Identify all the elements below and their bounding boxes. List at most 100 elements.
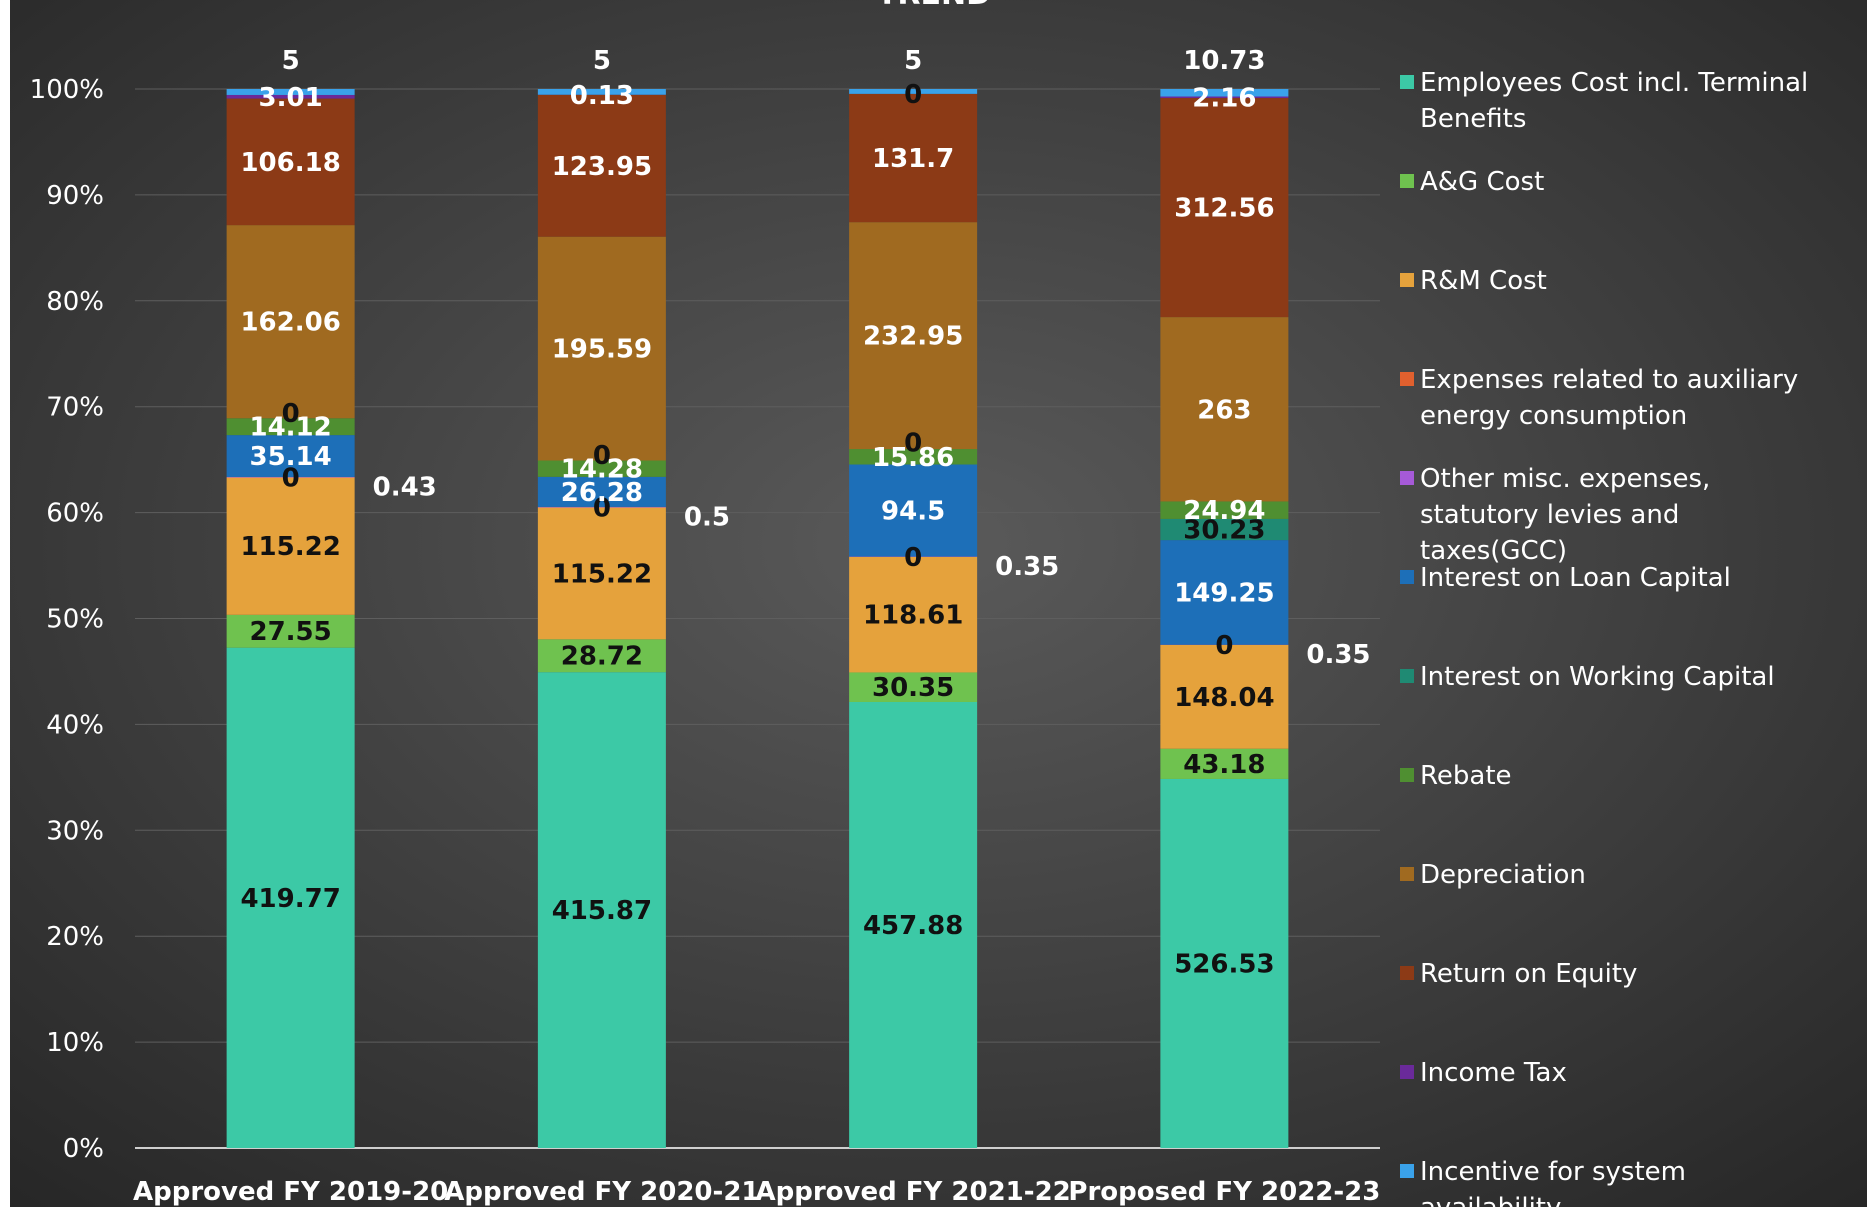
y-axis: 0% 10% 20% 30% 40% 50% 60% 70% 80% 90% 100% <box>30 75 104 1164</box>
legend-line: Interest on Loan Capital <box>1420 563 1731 593</box>
data-label: 27.55 <box>250 617 332 647</box>
legend-line: Return on Equity <box>1420 959 1637 989</box>
data-label: 148.04 <box>1174 683 1274 713</box>
bar-segment <box>537 236 666 461</box>
legend-entry: A&G Cost <box>1420 167 1544 197</box>
bar-segment <box>537 460 666 477</box>
bar-segment <box>849 449 978 465</box>
bar-segment <box>849 556 978 673</box>
bars <box>226 89 1289 1148</box>
data-label: 123.95 <box>552 152 652 182</box>
bar-segment <box>226 435 355 477</box>
data-label: 24.94 <box>1183 496 1265 526</box>
y-tick-label: 0% <box>63 1134 104 1164</box>
data-label: 30.35 <box>872 673 954 703</box>
data-label: 131.7 <box>872 144 954 174</box>
y-tick-label: 50% <box>46 605 104 635</box>
data-label: 0 <box>904 543 922 573</box>
bar-segment <box>849 93 978 223</box>
data-label: 5 <box>282 46 300 76</box>
y-tick-label: 80% <box>46 287 104 317</box>
data-label: 162.06 <box>240 308 340 338</box>
legend-line: Income Tax <box>1420 1058 1567 1088</box>
legend-line: Other misc. expenses, <box>1420 464 1710 494</box>
bar-segment <box>537 89 666 95</box>
legend-swatch <box>1400 471 1414 485</box>
data-label: 43.18 <box>1183 750 1265 780</box>
data-label: 0 <box>904 429 922 459</box>
data-label: 0.5 <box>684 502 730 532</box>
legend-swatch <box>1400 1065 1414 1079</box>
data-label: 115.22 <box>552 559 652 589</box>
data-label: 14.28 <box>561 455 643 485</box>
bar-segment <box>849 464 978 557</box>
chart-title: TREND <box>877 0 991 12</box>
data-label: 232.95 <box>863 322 963 352</box>
legend-swatch <box>1400 273 1414 287</box>
bar-segment <box>537 94 666 237</box>
data-label: 0 <box>282 399 300 429</box>
legend-entry: Rebate <box>1420 761 1512 791</box>
bar-segment <box>1160 89 1289 97</box>
data-label: 526.53 <box>1174 949 1274 979</box>
data-label: 419.77 <box>240 884 340 914</box>
legend-entry: Depreciation <box>1420 860 1586 890</box>
legend-line: Employees Cost incl. Terminal <box>1420 68 1808 98</box>
data-label: 0 <box>282 463 300 493</box>
bar-segment <box>1160 98 1289 318</box>
bar-segment <box>849 222 978 450</box>
y-tick-label: 20% <box>46 922 104 952</box>
y-tick-label: 40% <box>46 710 104 740</box>
legend-swatch <box>1400 768 1414 782</box>
data-label: 312.56 <box>1174 194 1274 224</box>
bar-segment <box>537 639 666 673</box>
data-label: 0.43 <box>373 472 437 502</box>
data-label: 0 <box>1215 631 1233 661</box>
data-label: 30.23 <box>1183 516 1265 546</box>
legend-line: energy consumption <box>1420 401 1687 431</box>
bar-segment <box>1160 317 1289 502</box>
data-label: 118.61 <box>863 601 963 631</box>
legend-swatch <box>1400 1164 1414 1178</box>
legend-line: taxes(GCC) <box>1420 536 1567 566</box>
data-label: 28.72 <box>561 642 643 672</box>
legend-entry: Employees Cost incl. Terminal Benefits <box>1420 68 1808 134</box>
bar-segment <box>1160 644 1289 749</box>
bar-segment <box>226 98 355 226</box>
data-label: 15.86 <box>872 443 954 473</box>
legend-line: Expenses related to auxiliary <box>1420 365 1798 395</box>
bar-segment <box>226 94 355 99</box>
legend-line: Depreciation <box>1420 860 1586 890</box>
bar-segment <box>226 418 355 436</box>
legend-swatch <box>1400 966 1414 980</box>
data-label: 2.16 <box>1192 83 1256 113</box>
legend-entry: Other misc. expenses, statutory levies an… <box>1420 464 1710 566</box>
bar-segment <box>537 506 666 508</box>
data-label: 415.87 <box>552 896 652 926</box>
data-label: 0 <box>904 80 922 110</box>
legend-swatch <box>1400 75 1414 89</box>
legend-entry: Interest on Loan Capital <box>1420 563 1731 593</box>
legend-line: Incentive for system <box>1420 1157 1686 1187</box>
bar-segment <box>1160 501 1289 519</box>
bar-segment <box>1160 778 1289 1148</box>
data-label: 115.22 <box>240 532 340 562</box>
y-tick-label: 10% <box>46 1028 104 1058</box>
x-tick-label: Approved FY 2020-21 <box>444 1177 759 1207</box>
data-label: 94.5 <box>881 497 945 527</box>
bar-segment <box>537 507 666 640</box>
legend-line: A&G Cost <box>1420 167 1544 197</box>
y-tick-label: 90% <box>46 181 104 211</box>
bar-segment <box>226 225 355 419</box>
bar-segment <box>226 477 355 615</box>
bar-segment <box>1160 748 1289 779</box>
legend-line: Benefits <box>1420 104 1526 134</box>
legend-swatch <box>1400 867 1414 881</box>
x-tick-label: Approved FY 2019-20 <box>133 1177 448 1207</box>
data-label: 0.35 <box>995 552 1059 582</box>
legend-entry: Incentive for system availability <box>1420 1157 1686 1207</box>
x-tick-label: Approved FY 2021-22 <box>756 1177 1071 1207</box>
